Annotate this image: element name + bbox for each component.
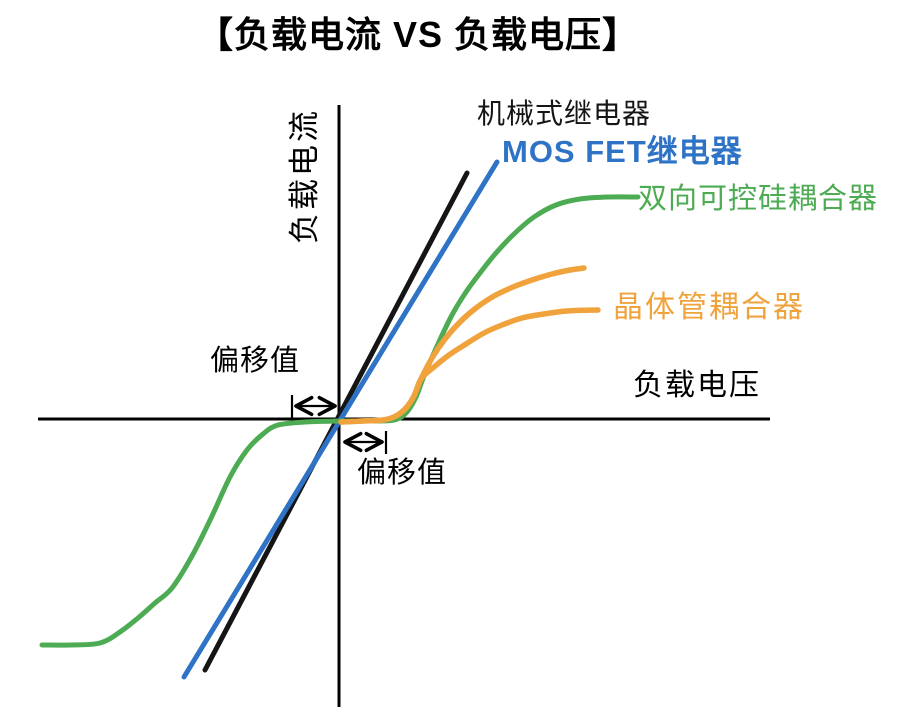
series-label-mechanical-relay: 机械式继电器 bbox=[477, 98, 652, 129]
offset-label-left: 偏移值 bbox=[210, 345, 301, 377]
x-axis-label: 负载电压 bbox=[633, 369, 761, 402]
chart-title: 【负载电流 VS 负载电压】 bbox=[197, 14, 640, 55]
series-label-triac-coupler: 双向可控硅耦合器 bbox=[638, 183, 879, 215]
series-label-mosfet-relay: MOS FET继电器 bbox=[502, 134, 743, 169]
curve-4-晶体管耦合器 bbox=[338, 307, 601, 425]
axes bbox=[38, 105, 770, 707]
curves bbox=[39, 159, 641, 680]
offset-label-right: 偏移值 bbox=[357, 457, 448, 489]
series-label-transistor-coupler: 晶体管耦合器 bbox=[613, 291, 805, 324]
y-axis-label: 负载电流 bbox=[286, 108, 322, 244]
offset-arrows bbox=[290, 395, 388, 454]
